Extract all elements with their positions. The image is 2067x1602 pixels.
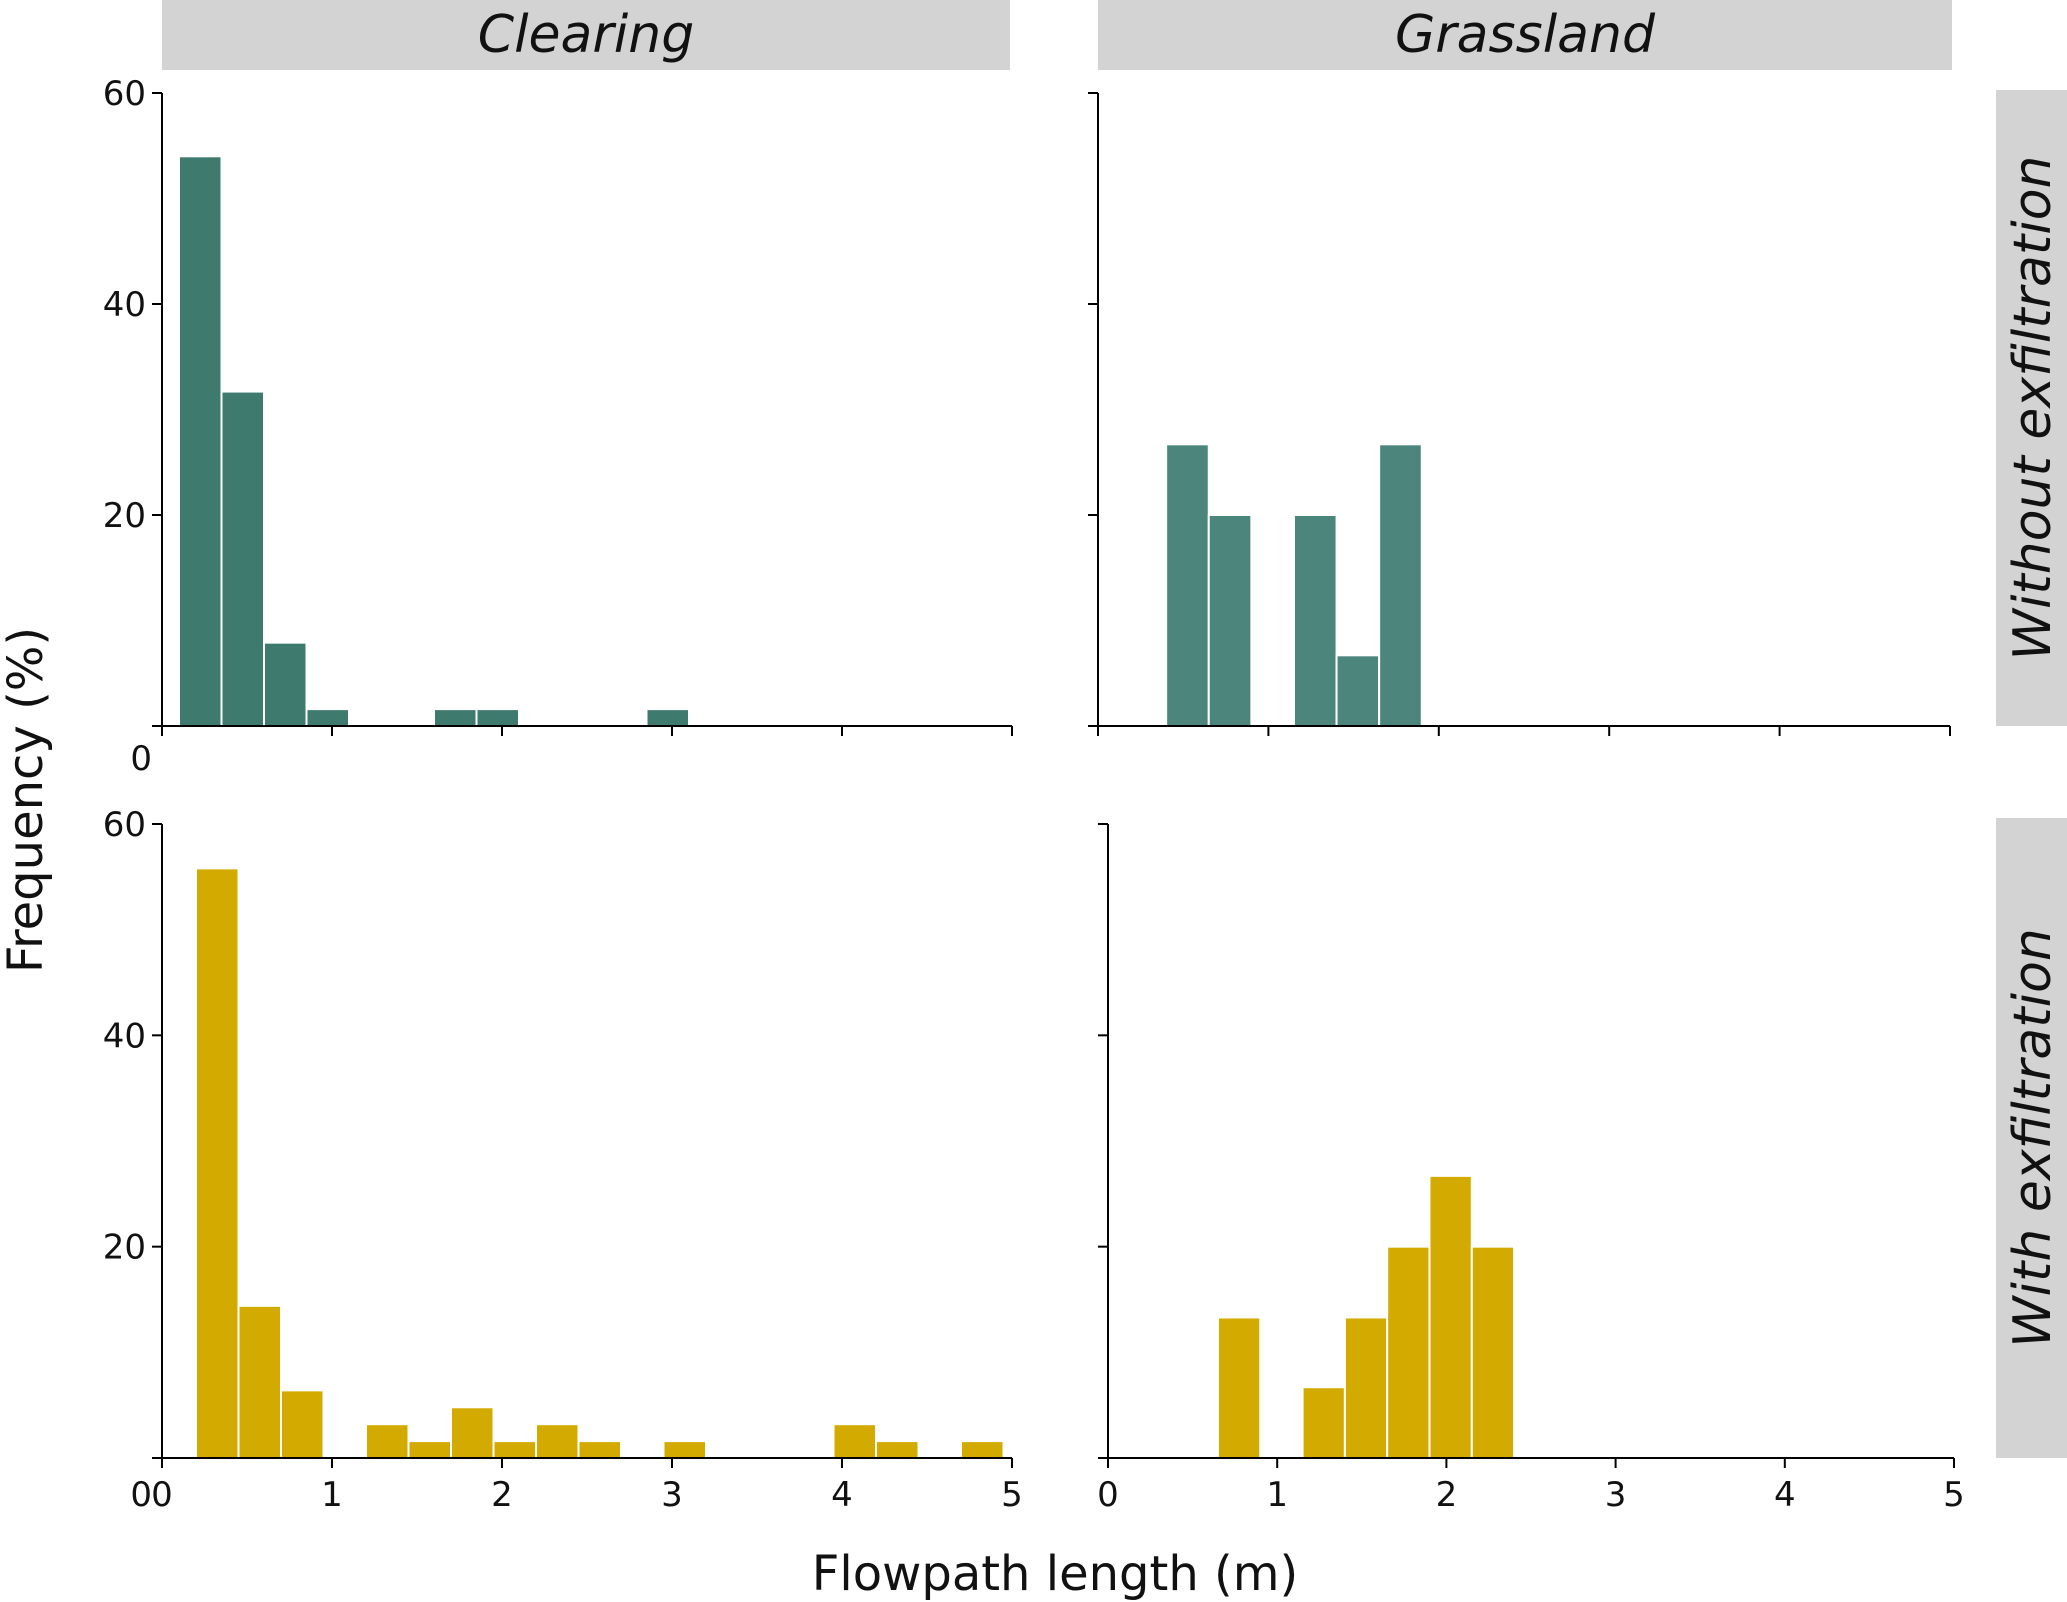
histogram-bar <box>195 867 240 1459</box>
histogram-bar <box>577 1440 622 1460</box>
row-strip-without-exfiltration: Without exfiltration <box>1996 90 2067 726</box>
histogram-bar <box>365 1423 410 1459</box>
panel-clearing-without-exfiltration: 0 20 40 60 <box>103 74 1013 779</box>
x-tick-label: 4 <box>1774 1475 1796 1515</box>
histogram-bar <box>1216 1316 1262 1460</box>
histogram-bar <box>1165 443 1210 727</box>
x-tick-label: 3 <box>661 1475 683 1515</box>
column-strip-clearing-label: Clearing <box>478 5 694 65</box>
histogram-bar <box>492 1440 537 1460</box>
x-tick-label: 0 <box>151 1475 173 1515</box>
histogram-bar <box>832 1423 877 1459</box>
histogram-bar <box>475 708 520 727</box>
histogram-bar <box>237 1304 282 1459</box>
x-axis-title: Flowpath length (m) <box>812 1546 1298 1602</box>
histogram-bar <box>1335 654 1381 727</box>
x-tick-label: 2 <box>1436 1475 1458 1515</box>
y-axis-title: Frequency (%) <box>0 627 54 973</box>
histogram-bar <box>1386 1245 1431 1459</box>
row-strip-with-label: With exfiltration <box>2003 928 2063 1348</box>
histogram-bar <box>645 708 690 727</box>
histogram-bar <box>1470 1245 1516 1459</box>
histogram-bar <box>960 1440 1005 1460</box>
x-tick-label: 1 <box>321 1475 343 1515</box>
histogram-bar <box>280 1389 325 1459</box>
column-strip-grassland: Grassland <box>1098 0 1952 70</box>
histogram-bar <box>433 708 478 727</box>
x-tick-label: 2 <box>491 1475 513 1515</box>
histogram-bar <box>220 390 265 727</box>
histogram-bar <box>450 1406 495 1460</box>
y-tick-label: 40 <box>103 285 146 325</box>
row-strip-without-bg <box>1996 90 2067 726</box>
histogram-bar <box>1301 1386 1346 1460</box>
y-tick-label: 40 <box>103 1016 146 1056</box>
y-tick-label: 20 <box>103 496 146 536</box>
y-tick-label: 20 <box>103 1228 146 1268</box>
panel-grassland-with-exfiltration: 0 1 2 3 4 5 <box>1097 823 1965 1515</box>
histogram-bar <box>535 1423 580 1459</box>
y-tick-label: 0 <box>130 1475 152 1515</box>
histogram-bar <box>263 641 308 728</box>
histogram-bar <box>178 155 223 728</box>
x-tick-label: 4 <box>831 1475 853 1515</box>
x-tick-label: 1 <box>1266 1475 1288 1515</box>
column-strip-clearing-bg <box>162 0 1010 70</box>
histogram-bar <box>1207 514 1253 727</box>
x-tick-label: 5 <box>1943 1475 1965 1515</box>
histogram-bar <box>1428 1174 1473 1459</box>
histogram-bar <box>1378 443 1423 727</box>
histogram-bar <box>305 708 350 727</box>
x-tick-label: 3 <box>1605 1475 1627 1515</box>
y-tick-label: 60 <box>103 805 146 845</box>
column-strip-clearing: Clearing <box>162 0 1010 70</box>
histogram-bar <box>407 1440 452 1460</box>
panel-grassland-without-exfiltration <box>1088 92 1951 736</box>
x-tick-label: 0 <box>1097 1475 1119 1515</box>
column-strip-grassland-label: Grassland <box>1395 5 1656 65</box>
y-tick-label: 60 <box>103 74 146 114</box>
y-tick-label: 0 <box>130 739 152 779</box>
histogram-bar <box>1343 1316 1389 1460</box>
row-strip-with-exfiltration: With exfiltration <box>1996 818 2067 1458</box>
column-strip-grassland-bg <box>1098 0 1952 70</box>
histogram-bar <box>662 1440 707 1460</box>
row-strip-without-label: Without exfiltration <box>2003 156 2063 661</box>
row-strip-with-bg <box>1996 818 2067 1458</box>
histogram-bar <box>875 1440 920 1460</box>
panel-clearing-with-exfiltration: 0 1 2 3 4 5 0 20 40 60 <box>103 805 1023 1515</box>
histogram-bar <box>1292 514 1338 727</box>
x-tick-label: 5 <box>1001 1475 1023 1515</box>
